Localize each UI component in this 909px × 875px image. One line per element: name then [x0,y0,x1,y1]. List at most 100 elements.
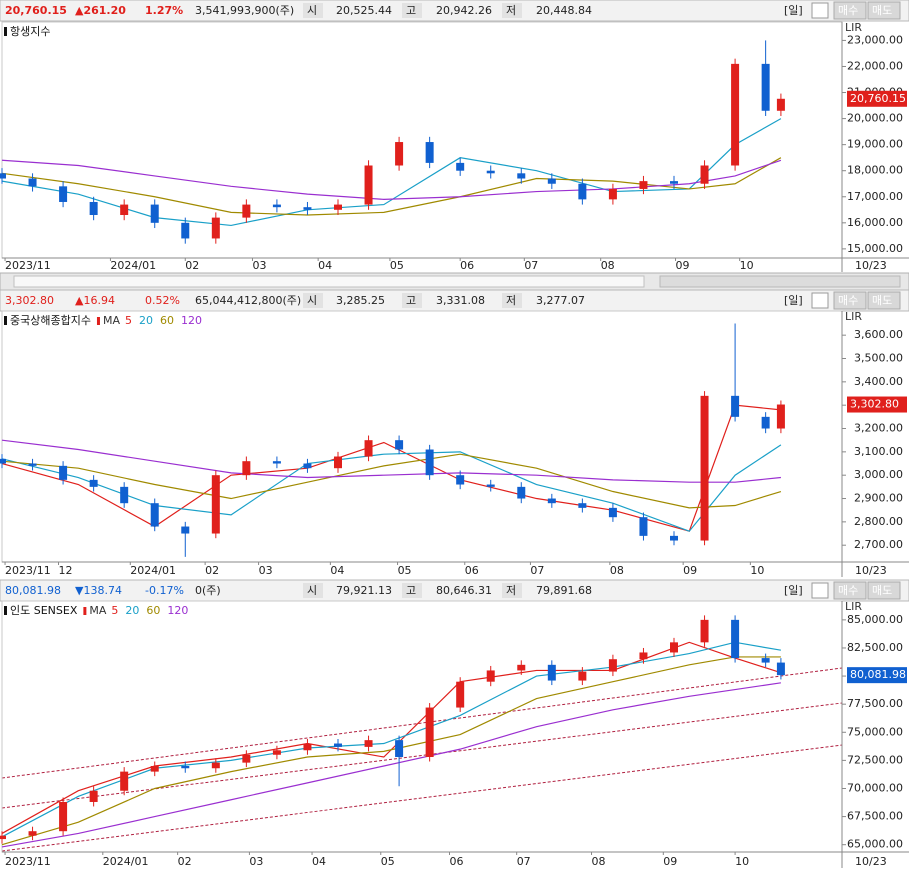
candle-body [547,178,556,184]
candle-body [150,766,159,772]
header-pct: -0.17% [145,584,184,597]
chart-title: 중국상해종합지수 [10,313,91,327]
y-tick-label: 18,000.00 [847,164,903,177]
candle-body [89,790,98,802]
y-tick-label: 23,000.00 [847,33,903,46]
header-change: ▼138.74 [75,584,122,597]
candle-body [28,831,37,836]
header-low-label: 저 [506,294,516,307]
buy-button-bg[interactable] [833,1,867,20]
candle-body [731,619,740,659]
x-tick-label: 02 [178,855,192,868]
buy-button[interactable]: 매수 [838,294,858,307]
candle-body [364,740,373,747]
sell-button[interactable]: 매도 [872,4,892,17]
buy-button[interactable]: 매수 [838,4,858,17]
candle-body [425,707,434,758]
candle-body [608,659,617,672]
candle-body [608,507,617,518]
x-tick-label: 04 [330,564,344,577]
sell-button-bg[interactable] [867,1,901,20]
x-tick-label: 12 [59,564,73,577]
title-marker [4,316,7,325]
header-open-label: 시 [307,294,317,307]
buy-button-bg[interactable] [833,581,867,600]
x-tick-label: 08 [601,259,615,272]
header-low-label: 저 [506,4,516,17]
candle-body [547,498,556,504]
candle-body [59,801,68,832]
y-tick-label: 3,100.00 [854,445,903,458]
legend-entry: 5 [125,314,132,327]
sell-button[interactable]: 매도 [872,584,892,597]
sell-button-bg[interactable] [867,581,901,600]
settings-button[interactable] [811,292,829,309]
y-tick-label: 3,200.00 [854,422,903,435]
period-button[interactable]: [일] [784,293,803,307]
candle-body [517,664,526,671]
legend-entry: 120 [181,314,202,327]
header-open-label: 시 [307,584,317,597]
x-tick-label: 2023/11 [5,564,51,577]
candle-body [59,465,68,480]
candle-body [670,642,678,653]
candle-body [639,517,648,536]
candle-body [395,740,404,758]
candle-body [150,204,159,223]
candle-body [700,619,709,643]
buy-button[interactable]: 매수 [838,584,858,597]
buy-button-bg[interactable] [833,291,867,310]
candle-body [0,835,6,840]
y-tick-label: 82,500.00 [847,641,903,654]
y-tick-label: 3,000.00 [854,468,903,481]
header-label-box [402,293,422,308]
legend-marker [96,317,100,325]
settings-button[interactable] [811,582,829,599]
x-tick-label: 02 [205,564,219,577]
header-pct: 1.27% [145,4,183,17]
candle-body [334,456,342,469]
candle-body [425,142,434,163]
candle-body [28,463,37,466]
candle-body [120,771,129,791]
moving-average [1,159,782,200]
header-pct: 0.52% [145,294,180,307]
candle-body [181,222,190,239]
candle-body [486,670,495,682]
scroll-track[interactable] [13,275,645,288]
header-high: 20,942.26 [436,4,492,17]
candle-body [89,479,98,487]
price-tag [847,667,907,684]
sell-button[interactable]: 매도 [872,294,892,307]
header-volume: 0(주) [195,584,221,597]
y-tick-label: 67,500.00 [847,810,903,823]
x-tick-label: 03 [252,259,266,272]
candle-body [776,404,785,429]
x-tick-label: 06 [460,259,474,272]
zoom-controls[interactable] [659,275,901,288]
sell-button-bg[interactable] [867,291,901,310]
candle-body [28,178,37,187]
candle-body [120,486,129,504]
candle-body [303,463,312,469]
settings-button[interactable] [811,2,829,19]
y-tick-label: 3,500.00 [854,352,903,365]
candle-body [761,63,770,111]
price-tag-label: 80,081.98 [850,668,906,681]
period-button[interactable]: [일] [784,583,803,597]
x-tick-label: 05 [390,259,404,272]
channel-lower [1,744,843,852]
candle-body [670,535,678,541]
end-date: 10/23 [855,259,887,272]
candle-body [120,204,129,216]
candle-body [761,416,770,429]
header-price: 80,081.98 [5,584,61,597]
period-button[interactable]: [일] [784,3,803,17]
moving-average [1,157,782,216]
header-open: 3,285.25 [336,294,385,307]
candle-body [211,217,220,239]
candle-body [456,475,465,485]
